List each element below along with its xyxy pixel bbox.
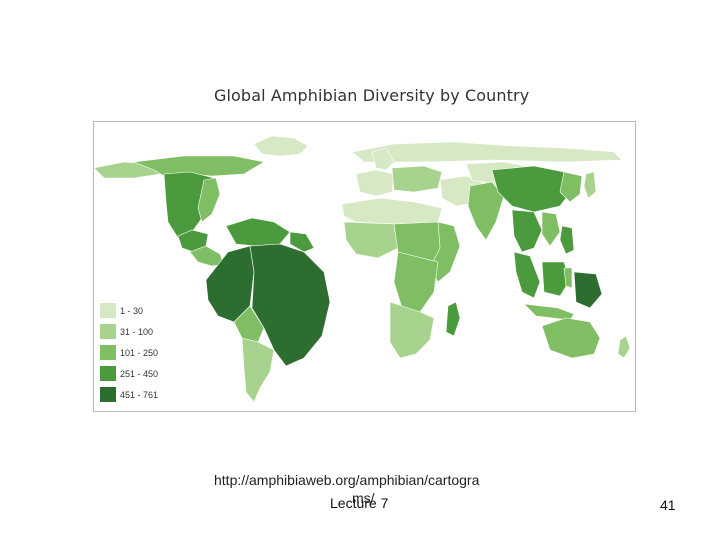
region-new-guinea [573,271,603,309]
legend-swatch [100,345,116,360]
legend-item: 101 - 250 [100,342,158,363]
map-legend: 1 - 30 31 - 100 101 - 250 251 - 450 451 … [100,300,158,405]
region-guianas [289,231,315,253]
region-europe-east [391,165,443,193]
region-bolivia [233,305,265,343]
region-usa-east [197,177,221,223]
legend-swatch [100,303,116,318]
region-east-asia-coast [559,171,583,203]
legend-item: 251 - 450 [100,363,158,384]
cartogram-svg [94,135,631,403]
source-url[interactable]: http://amphibiaweb.org/amphibian/cartogr… [214,472,480,488]
legend-item: 451 - 761 [100,384,158,405]
legend-label: 31 - 100 [120,326,154,337]
region-philippines [559,225,575,255]
region-usa [163,171,215,239]
legend-swatch [100,387,116,402]
region-southern-africa [389,301,435,359]
page-number: 41 [660,497,676,513]
region-sumatra-java [523,303,575,321]
region-arctic-russia [351,141,623,163]
region-madagascar [445,301,461,337]
region-japan [583,171,597,199]
region-china [491,165,573,213]
region-india [467,181,505,241]
region-west-africa [343,221,399,259]
region-north-africa [341,197,443,225]
region-australia [541,317,601,359]
legend-swatch [100,366,116,381]
region-colombia-venezuela [225,217,291,247]
region-vietnam [541,211,561,247]
source-url-continuation[interactable]: ms/ [352,490,375,506]
legend-swatch [100,324,116,339]
region-borneo [541,261,571,297]
region-scandinavia [371,147,395,171]
legend-label: 251 - 450 [120,368,159,379]
legend-item: 1 - 30 [100,300,158,321]
region-argentina-chile [241,337,275,403]
region-sulawesi [563,267,573,289]
map-title: Global Amphibian Diversity by Country [214,86,530,105]
lecture-label: Lecture 7 [330,495,389,511]
region-southeast-asia [511,209,543,253]
legend-label: 1 - 30 [120,305,144,316]
region-malay-peninsula [513,251,541,299]
region-greenland [253,135,309,157]
legend-label: 451 - 761 [120,389,159,400]
region-congo-basin [393,251,439,313]
region-canada [133,155,265,177]
region-europe-west [355,169,395,197]
cartogram-map: 1 - 30 31 - 100 101 - 250 251 - 450 451 … [93,121,636,412]
legend-item: 31 - 100 [100,321,158,342]
region-new-zealand [617,335,631,359]
legend-label: 101 - 250 [120,347,159,358]
